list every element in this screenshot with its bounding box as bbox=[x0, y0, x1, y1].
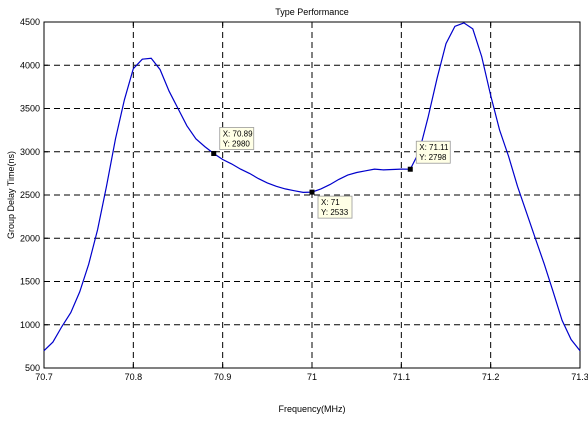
x-tick-label: 71 bbox=[307, 372, 317, 382]
datatip-box bbox=[219, 127, 255, 150]
y-tick-label: 3000 bbox=[20, 147, 40, 157]
x-tick-label: 71.2 bbox=[482, 372, 500, 382]
y-tick-label: 500 bbox=[25, 363, 40, 373]
x-tick-label: 70.9 bbox=[214, 372, 232, 382]
datatip-x-label: X: 71.11 bbox=[419, 143, 449, 152]
datatip-marker bbox=[407, 166, 413, 172]
y-tick-label: 4500 bbox=[20, 17, 40, 27]
grid-lines bbox=[44, 22, 580, 368]
y-tick-label: 4000 bbox=[20, 60, 40, 70]
datatip-y-label: Y: 2798 bbox=[419, 153, 447, 162]
datatip-marker bbox=[309, 189, 315, 195]
x-tick-label: 70.7 bbox=[35, 372, 53, 382]
axis-ticks bbox=[43, 21, 581, 369]
x-tick-label: 71.3 bbox=[571, 372, 588, 382]
datatip-x-label: X: 71 bbox=[321, 198, 340, 207]
y-tick-label: 2500 bbox=[20, 190, 40, 200]
y-tick-label: 1500 bbox=[20, 277, 40, 287]
x-tick-labels: 70.7 70.8 70.9 71 71.1 71.2 71.3 bbox=[35, 372, 588, 382]
y-axis-title: Group Delay Time(ns) bbox=[6, 151, 16, 239]
y-tick-label: 2000 bbox=[20, 233, 40, 243]
datatip-x-label: X: 70.89 bbox=[223, 129, 253, 138]
datatip-y-label: Y: 2533 bbox=[321, 208, 349, 217]
datatip-box bbox=[317, 195, 353, 219]
y-tick-label: 1000 bbox=[20, 320, 40, 330]
x-axis-title: Frequency(MHz) bbox=[278, 404, 345, 414]
datatip-y-label: Y: 2980 bbox=[223, 139, 251, 148]
datatips: X: 70.89Y: 2980 X: 71Y: 2533 X: 71.11Y: 27… bbox=[211, 127, 451, 219]
datatip-marker bbox=[211, 150, 217, 156]
x-tick-label: 70.8 bbox=[125, 372, 143, 382]
y-tick-label: 3500 bbox=[20, 104, 40, 114]
x-tick-label: 71.1 bbox=[393, 372, 411, 382]
datatip-box bbox=[415, 140, 451, 164]
y-tick-labels: 500 1000 1500 2000 2500 3000 3500 4000 4500 bbox=[20, 17, 40, 373]
chart-title: Type Performance bbox=[275, 7, 349, 17]
